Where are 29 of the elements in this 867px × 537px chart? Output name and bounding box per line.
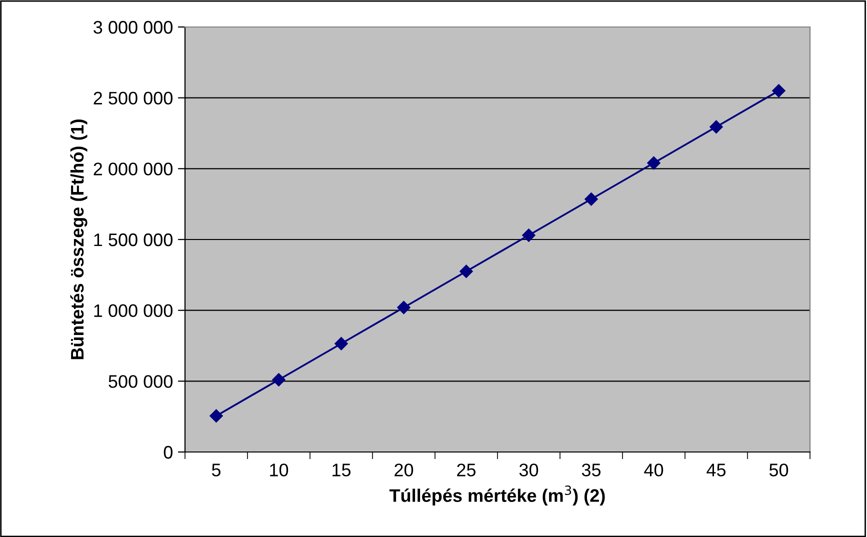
- x-tick-label: 45: [706, 464, 726, 476]
- x-tick-label: 5: [212, 464, 221, 476]
- point: [710, 120, 723, 134]
- x-axis-title: Túllépés mértéke (m$^{3}$) (2): [389, 486, 605, 506]
- x-tick-label: 15: [332, 464, 351, 476]
- point: [210, 409, 223, 422]
- x-tick-label: 35: [582, 464, 601, 476]
- y-tick-label: 1 000 000: [94, 304, 172, 318]
- point: [334, 337, 348, 350]
- x-tick-label: 50: [769, 464, 788, 476]
- y-tick-label: 0: [164, 446, 172, 459]
- point: [397, 300, 410, 314]
- y-tick-label: 1 500 000: [94, 233, 172, 246]
- x-tick-label: 10: [270, 464, 288, 476]
- y-axis-title: Büntetés összege (Ft/hó) (1): [70, 120, 88, 360]
- x-tick-label: 20: [394, 464, 414, 476]
- point: [584, 192, 598, 206]
- y-tick-label: 2 500 000: [94, 92, 172, 105]
- x-tick-label: 40: [644, 464, 664, 476]
- point: [460, 264, 473, 278]
- point: [522, 228, 536, 242]
- y-tick-label: 2 000 000: [94, 162, 172, 176]
- point: [647, 156, 660, 170]
- point: [772, 84, 786, 98]
- y-tick-label: 500 000: [108, 375, 172, 388]
- y-tick-label: 3 000 000: [94, 20, 172, 34]
- point: [272, 373, 286, 386]
- x-tick-label: 30: [519, 464, 538, 476]
- x-tick-label: 25: [457, 464, 476, 476]
